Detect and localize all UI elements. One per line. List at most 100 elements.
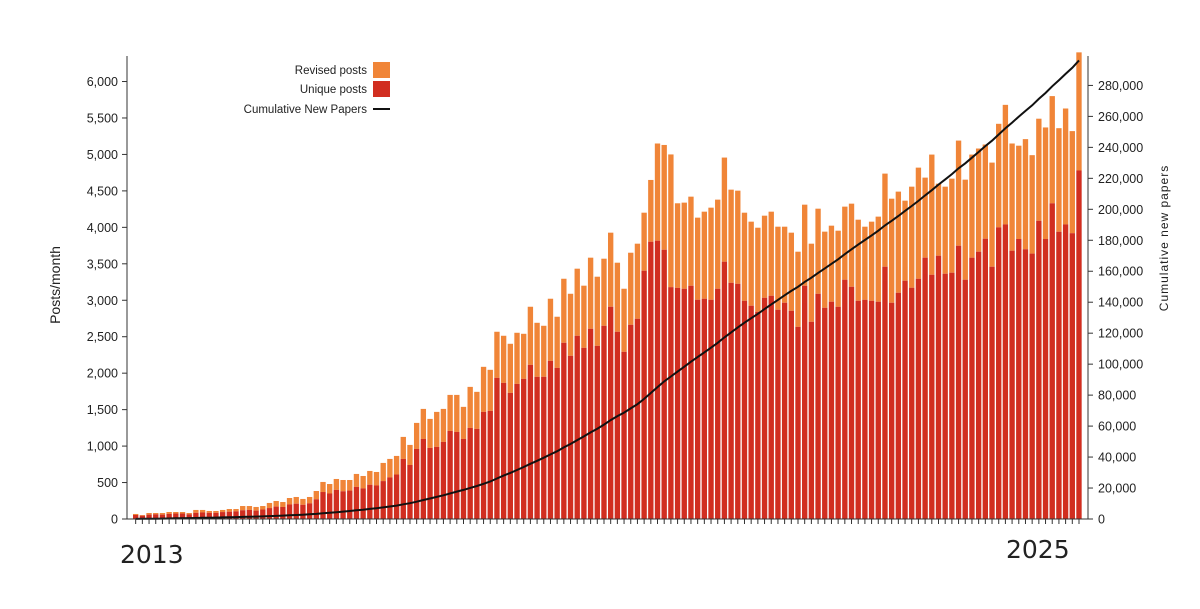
bar-revised [614, 262, 621, 332]
bar-revised [768, 211, 774, 296]
x-tick-label-start: 2013 [120, 540, 184, 569]
x-axis-ticks [135, 519, 1080, 524]
bar-revised [641, 212, 647, 271]
bar-revised [199, 509, 206, 513]
bar-revised [561, 278, 567, 343]
bar-revised [1076, 52, 1082, 171]
bar-revised [159, 513, 166, 515]
y2-tick-label: 140,000 [1098, 296, 1143, 310]
y-tick-label: 2,500 [87, 330, 118, 344]
bar-revised [661, 144, 667, 250]
bar-unique [420, 438, 427, 519]
bar-unique [781, 302, 788, 519]
bar-revised [822, 231, 828, 308]
bar-revised [654, 143, 661, 241]
bar-unique [915, 278, 922, 519]
x-tick-label-end: 2025 [1006, 535, 1070, 564]
bar-unique [146, 514, 152, 519]
bar-revised [1016, 145, 1022, 240]
bar-unique [855, 300, 861, 519]
bar-unique [454, 431, 460, 519]
bar-unique [735, 283, 741, 519]
bar-unique [440, 441, 447, 519]
bar-unique [594, 345, 600, 519]
bar-unique [842, 279, 848, 519]
bar-revised [835, 230, 841, 307]
bar-unique [260, 509, 266, 519]
bar-unique [541, 376, 547, 519]
bar-revised [179, 512, 186, 514]
bar-unique [728, 282, 734, 519]
bar-unique [133, 514, 139, 519]
bar-unique [835, 306, 841, 519]
y2-tick-label: 180,000 [1098, 234, 1143, 248]
bar-unique [333, 489, 340, 519]
bar-revised [1009, 143, 1015, 251]
bar-revised [360, 475, 366, 489]
bar-revised [882, 173, 888, 267]
bar-unique [694, 299, 701, 519]
bar-unique [186, 514, 192, 519]
y-tick-label: 1,000 [87, 440, 118, 454]
bar-unique [427, 447, 433, 519]
bar-revised [260, 506, 266, 510]
bar-revised [802, 204, 808, 286]
y2-tick-label: 280,000 [1098, 79, 1143, 93]
bar-revised [541, 325, 547, 377]
bar-revised [521, 333, 527, 379]
bar-unique [875, 301, 881, 519]
bar-unique [902, 280, 908, 519]
bar-unique [581, 347, 587, 519]
bar-revised [694, 217, 701, 300]
bar-unique [500, 382, 507, 519]
bar-unique [507, 392, 513, 519]
bar-unique [434, 446, 440, 519]
bar-unique [802, 285, 808, 519]
bar-revised [975, 148, 982, 252]
bar-unique [634, 318, 641, 519]
bar-unique [788, 310, 794, 519]
y-tick-label: 3,000 [87, 294, 118, 308]
bar-revised [708, 207, 714, 300]
bar-unique [628, 324, 634, 519]
bar-unique [1042, 239, 1049, 519]
bar-revised [815, 208, 821, 294]
bar-revised [387, 458, 393, 478]
bar-revised [347, 479, 353, 491]
bar-revised [373, 471, 380, 486]
bar-unique [601, 325, 607, 519]
bar-unique [587, 328, 594, 519]
bar-revised [193, 509, 199, 513]
bar-unique [1016, 239, 1022, 519]
bar-unique [942, 273, 948, 519]
y-tick-label: 500 [97, 476, 118, 490]
y2-tick-label: 40,000 [1098, 451, 1136, 465]
bar-revised [608, 232, 614, 307]
bar-unique [139, 515, 146, 519]
bar-unique [996, 227, 1002, 520]
y2-tick-label: 260,000 [1098, 110, 1143, 124]
bar-unique [293, 503, 299, 519]
bar-unique [654, 240, 661, 519]
bar-revised [527, 306, 534, 365]
bar-revised [755, 227, 761, 312]
bar-unique [179, 513, 186, 519]
bar-unique [741, 300, 748, 519]
bar-revised [909, 186, 915, 288]
bar-revised [253, 506, 259, 511]
bar-unique [1062, 224, 1069, 519]
bar-revised [1042, 127, 1049, 240]
bar-unique [213, 512, 219, 519]
bar-revised [246, 506, 253, 510]
bar-unique [353, 486, 360, 519]
bar-revised [1036, 118, 1042, 221]
bar-unique [1076, 170, 1082, 520]
bar-unique [494, 377, 500, 519]
bar-unique [280, 506, 286, 519]
y-tick-label: 6,000 [87, 75, 118, 89]
bar-revised [333, 478, 340, 490]
bar-unique [547, 360, 554, 519]
bar-revised [213, 510, 219, 513]
bar-revised [775, 226, 781, 310]
bar-unique [447, 430, 453, 519]
